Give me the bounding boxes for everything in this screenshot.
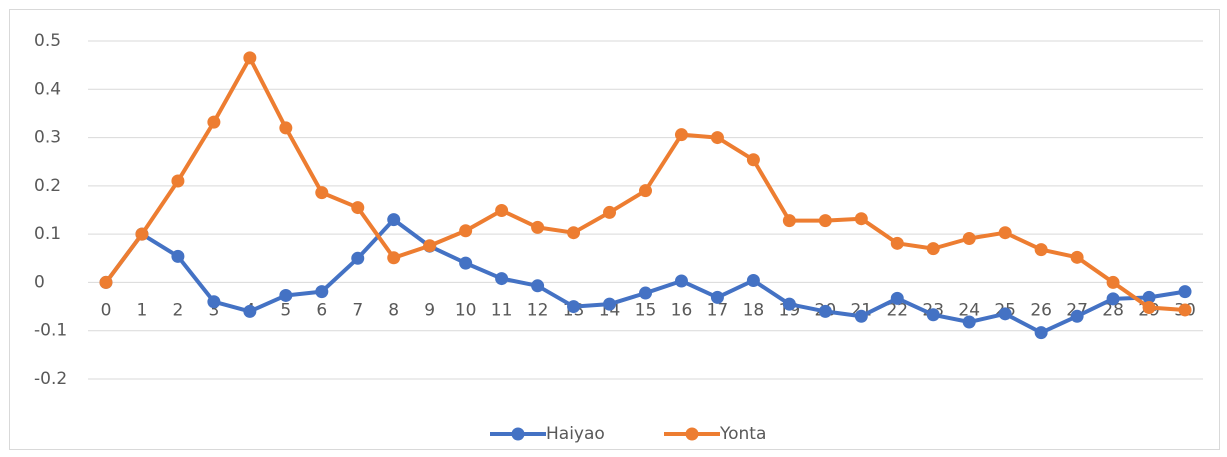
data-point (639, 286, 652, 300)
x-tick-label: 12 (527, 300, 549, 320)
legend-label: Yonta (719, 424, 766, 444)
data-point (1178, 303, 1192, 317)
data-point (782, 214, 796, 228)
data-point (998, 226, 1012, 240)
data-point (854, 212, 868, 226)
data-point (495, 203, 509, 217)
data-point (1034, 243, 1048, 257)
data-point (279, 288, 293, 302)
data-point (495, 272, 509, 286)
x-tick-label: 17 (707, 300, 729, 320)
data-point (890, 291, 904, 305)
data-point (1142, 301, 1156, 315)
data-point (962, 231, 976, 245)
y-tick-label: 0.5 (34, 31, 61, 51)
x-tick-label: 15 (635, 300, 657, 320)
x-tick-label: 1 (137, 300, 148, 320)
x-tick-label: 5 (280, 300, 291, 320)
data-point (243, 304, 257, 318)
data-point (567, 226, 581, 240)
data-point (746, 273, 760, 287)
data-point (639, 184, 652, 198)
x-tick-label: 11 (491, 300, 513, 320)
x-tick-label: 0 (101, 300, 112, 320)
data-point (207, 115, 221, 129)
data-point (1178, 285, 1192, 299)
y-tick-label: 0.3 (34, 128, 61, 148)
y-tick-label: -0.2 (34, 369, 67, 389)
x-tick-label: 10 (455, 300, 477, 320)
legend-marker (685, 427, 699, 441)
data-point (135, 227, 149, 241)
data-point (890, 236, 904, 250)
data-point (710, 290, 724, 304)
data-point (1142, 290, 1156, 304)
x-tick-label: 28 (1102, 300, 1124, 320)
data-point (854, 309, 868, 323)
data-point (531, 220, 545, 234)
x-tick-label: 2 (173, 300, 184, 320)
y-tick-label: 0 (34, 272, 45, 292)
x-tick-label: 16 (671, 300, 693, 320)
x-tick-label: 9 (424, 300, 435, 320)
x-tick-label: 8 (388, 300, 399, 320)
x-tick-label: 22 (886, 300, 908, 320)
data-point (171, 249, 185, 263)
data-point (351, 251, 365, 265)
data-point (603, 205, 617, 219)
data-point (674, 128, 688, 142)
data-point (315, 186, 329, 200)
x-tick-label: 26 (1030, 300, 1052, 320)
data-point (603, 297, 617, 311)
data-point (1070, 250, 1084, 264)
chart-frame (9, 9, 1220, 450)
data-point (926, 308, 940, 322)
data-point (1034, 326, 1048, 340)
x-tick-label: 6 (316, 300, 327, 320)
data-point (207, 295, 221, 309)
data-point (315, 285, 329, 299)
data-point (1106, 292, 1120, 306)
x-tick-label: 7 (352, 300, 363, 320)
data-point (1106, 275, 1120, 289)
data-point (1070, 309, 1084, 323)
data-point (243, 51, 257, 65)
data-point (171, 174, 185, 188)
x-tick-label: 24 (958, 300, 980, 320)
data-point (279, 121, 293, 135)
data-point (818, 214, 832, 228)
data-point (962, 315, 976, 329)
x-tick-label: 18 (743, 300, 765, 320)
data-point (387, 213, 401, 227)
x-tick-label: 3 (208, 300, 219, 320)
data-point (459, 256, 473, 270)
data-point (926, 242, 940, 256)
data-point (351, 201, 365, 215)
data-point (998, 307, 1012, 321)
data-point (710, 131, 724, 145)
data-point (674, 274, 688, 288)
data-point (782, 297, 796, 311)
data-point (567, 300, 581, 314)
data-point (531, 279, 545, 293)
y-tick-label: 0.1 (34, 224, 61, 244)
legend-label: Haiyao (546, 424, 605, 444)
legend-marker (511, 427, 525, 441)
data-point (459, 224, 473, 238)
data-point (746, 153, 760, 167)
data-point (818, 304, 832, 318)
data-point (423, 239, 437, 253)
y-tick-label: 0.2 (34, 176, 61, 196)
data-point (99, 275, 113, 289)
data-point (387, 251, 401, 265)
y-tick-label: -0.1 (34, 321, 67, 341)
y-tick-label: 0.4 (34, 79, 61, 99)
